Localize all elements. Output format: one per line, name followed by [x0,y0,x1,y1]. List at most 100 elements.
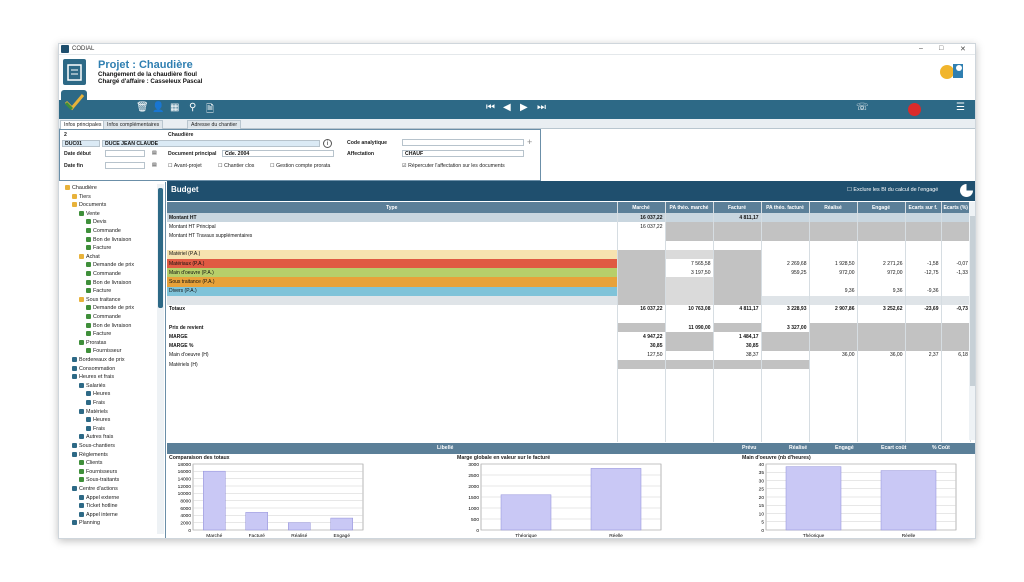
tree-item[interactable]: Fournisseur [86,348,121,354]
tree-item[interactable]: Facture [86,288,111,294]
tree-item[interactable]: Commande [86,314,121,320]
menu-icon[interactable]: ☰ [956,102,965,113]
avant-projet-checkbox[interactable]: ☐ Avant-projet [168,163,202,169]
tree-item[interactable]: Planning [72,520,100,526]
bar[interactable] [500,494,552,531]
code-analytique-select[interactable] [402,139,524,146]
col-libelle[interactable]: Libellé [437,445,454,451]
tab-infos-complementaires[interactable]: Infos complémentaires [103,120,164,129]
document-search-icon[interactable]: 🗎 [206,104,215,115]
repercuter-checkbox[interactable]: ☑ Répercuter l'affectation sur les docum… [402,163,505,169]
exclure-checkbox[interactable]: ☐ Exclure les BI du calcul de l'engagé [847,187,939,193]
bar[interactable] [203,470,226,531]
tab-infos-principales[interactable]: Infos principales [60,120,106,129]
bar[interactable] [880,470,937,531]
column-header[interactable]: Engagé [857,202,906,213]
first-record-icon[interactable]: ⏮ [486,102,495,113]
table-row[interactable]: Montant HT Travaux supplémentaires [167,231,971,241]
table-row[interactable] [167,378,971,388]
table-row[interactable] [167,240,971,250]
col-pct-cout[interactable]: % Coût [932,445,950,451]
bar[interactable] [288,522,311,531]
table-row[interactable] [167,396,971,406]
maximize-icon[interactable]: □ [939,45,944,52]
pie-chart-icon[interactable] [960,184,973,197]
column-header[interactable]: Ecarts sur f. [905,202,942,213]
tree-item[interactable]: Heures [86,417,110,423]
tree-item[interactable]: Facture [86,245,111,251]
table-row[interactable]: MARGE 4 947,22 1 484,17 [167,332,971,342]
tree-item[interactable]: Centre d'actions [72,486,118,492]
minimize-icon[interactable]: – [919,45,923,52]
tree-item[interactable]: Bon de livraison [86,322,131,329]
column-header[interactable]: Type [167,202,618,213]
grid-icon[interactable]: ▦ [170,102,180,113]
tree-item[interactable]: Sous-chantiers [72,443,115,449]
col-engage[interactable]: Engagé [835,445,854,451]
tree-item[interactable]: Proratas [79,339,106,346]
tree-item[interactable]: Règlements [72,451,108,458]
table-row[interactable] [167,405,971,416]
close-icon[interactable]: ✕ [960,46,966,53]
column-header[interactable]: Réalisé [809,202,858,213]
column-header[interactable]: PA théo. facturé [761,202,810,213]
table-row[interactable]: Sous traitance (P.A.) [167,277,971,287]
tree-item[interactable]: Clients [79,460,102,466]
table-row[interactable]: Divers (P.A.) 9,36 9,36 -9,36 [167,286,971,296]
client-code-field[interactable]: DUC01 [62,140,100,147]
affectation-select[interactable]: CHAUF [402,150,524,157]
table-row[interactable] [167,295,971,305]
col-realise[interactable]: Réalisé [789,445,808,451]
date-debut-field[interactable] [105,150,145,157]
tree-item[interactable]: Ticket hotline [79,503,118,509]
chantier-clos-checkbox[interactable]: ☐ Chantier clos [218,163,255,169]
search-icon[interactable]: ⚲ [189,102,197,113]
table-row[interactable] [167,369,971,379]
column-header[interactable]: PA théo. marché [665,202,714,213]
tree-item[interactable]: Sous traitance [79,296,120,303]
tree-item[interactable]: Bordereaux de prix [72,357,125,363]
tree-item[interactable]: Achat [79,253,100,260]
tree-item[interactable]: Commande [86,271,121,277]
tree-item[interactable]: Sous-traitants [79,477,119,483]
next-record-icon[interactable]: ▶ [520,102,528,113]
previous-record-icon[interactable]: ◀ [503,102,511,113]
tree-item[interactable]: Bon de livraison [86,279,131,286]
lock-icon[interactable] [908,103,921,116]
info-icon[interactable]: i [323,139,332,148]
doc-principal-select[interactable]: Cde. 2004 [222,150,334,157]
table-row[interactable]: Matériel (P.A.) [167,249,971,259]
trash-icon[interactable]: 🗑 [136,102,149,113]
table-row[interactable]: Prix de revient 11 090,00 3 327,00 [167,323,971,333]
table-row[interactable]: Main d'oeuvre (H) 127,50 38,37 36,00 36,00 2,… [167,350,971,360]
tree-item[interactable]: Bon de livraison [86,236,131,243]
contacts-icon[interactable]: ☏ [856,102,869,113]
tree-item[interactable]: Autres frais [79,434,113,440]
tree-item[interactable]: Devis [86,219,106,225]
add-icon[interactable]: + [527,137,533,147]
bar[interactable] [590,468,642,531]
tree-item[interactable]: Tiers [72,193,91,200]
tree-item[interactable]: Matériels [79,408,108,415]
gestion-prorata-checkbox[interactable]: ☐ Gestion compte prorata [270,163,331,169]
tab-adresse-chantier[interactable]: Adresse du chantier [187,120,242,129]
table-row[interactable]: Totaux 16 037,22 10 763,08 4 811,17 3 228,93… [167,304,971,315]
calendar-icon[interactable]: ▤ [152,150,157,156]
tree-item[interactable]: Appel externe [79,494,119,501]
table-row[interactable] [167,433,971,442]
table-row[interactable] [167,314,971,324]
table-row[interactable]: Montant HT Principal 16 037,22 [167,222,971,232]
table-scrollbar[interactable] [969,202,975,440]
last-record-icon[interactable]: ⏭ [537,102,546,113]
column-header[interactable]: Ecarts (%) [941,202,971,213]
tree-item[interactable]: Vente [79,210,100,217]
tree-item[interactable]: Heures et frais [72,374,114,380]
bar[interactable] [245,512,268,531]
col-prevu[interactable]: Prévu [742,445,757,451]
tree-item[interactable]: Commande [86,228,121,234]
calendar-icon[interactable]: ▤ [152,162,157,168]
tree-item[interactable]: Facture [86,331,111,337]
tree-item[interactable]: Consommation [72,365,115,372]
client-name-field[interactable]: DUCE JEAN CLAUDE [102,140,320,147]
tree-item[interactable]: Fournisseurs [79,468,117,475]
